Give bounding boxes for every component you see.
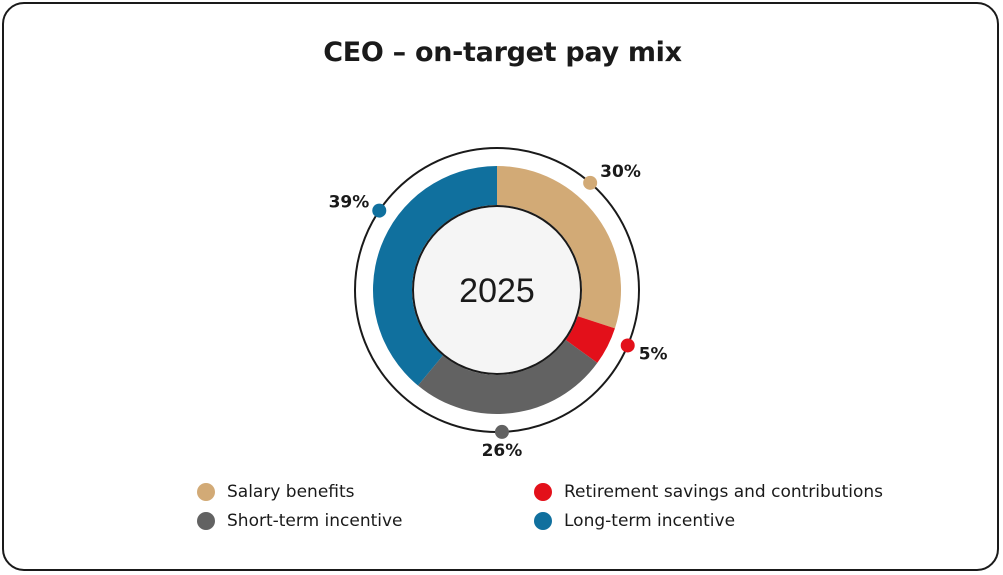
- legend-item-retirement-savings: Retirement savings and contributions: [534, 479, 883, 505]
- legend-swatch-salary-benefits: [197, 483, 215, 501]
- marker-retirement-savings-and-contributions: [620, 338, 635, 353]
- marker-long-term-incentive: [372, 203, 387, 218]
- data-label-retirement-savings-and-contributions: 5%: [639, 344, 668, 364]
- data-label-salary-benefits: 30%: [600, 162, 641, 182]
- data-label-long-term-incentive: 39%: [329, 193, 370, 213]
- slice-short-term-incentive: [417, 339, 598, 415]
- legend-swatch-retirement-savings: [534, 483, 552, 501]
- legend-label-short-term-incentive: Short-term incentive: [227, 511, 403, 531]
- center-year-label: 2025: [459, 272, 535, 310]
- legend-label-salary-benefits: Salary benefits: [227, 482, 355, 502]
- slice-salary-benefits: [497, 166, 622, 329]
- slice-retirement-savings-and-contributions: [565, 316, 615, 363]
- legend-swatch-short-term-incentive: [197, 512, 215, 530]
- slice-long-term-incentive: [372, 166, 497, 386]
- center-disc: [412, 205, 582, 375]
- legend-item-salary-benefits: Salary benefits: [197, 479, 355, 505]
- legend-label-retirement-savings: Retirement savings and contributions: [564, 482, 883, 502]
- marker-short-term-incentive: [494, 424, 509, 439]
- marker-salary-benefits: [583, 175, 598, 190]
- legend-item-long-term-incentive: Long-term incentive: [534, 508, 735, 534]
- chart-legend: Salary benefits Retirement savings and c…: [197, 479, 917, 539]
- chart-title: CEO – on-target pay mix: [323, 37, 682, 68]
- legend-label-long-term-incentive: Long-term incentive: [564, 511, 736, 531]
- legend-swatch-long-term-incentive: [534, 512, 552, 530]
- data-label-short-term-incentive: 26%: [482, 441, 523, 461]
- legend-item-short-term-incentive: Short-term incentive: [197, 508, 403, 534]
